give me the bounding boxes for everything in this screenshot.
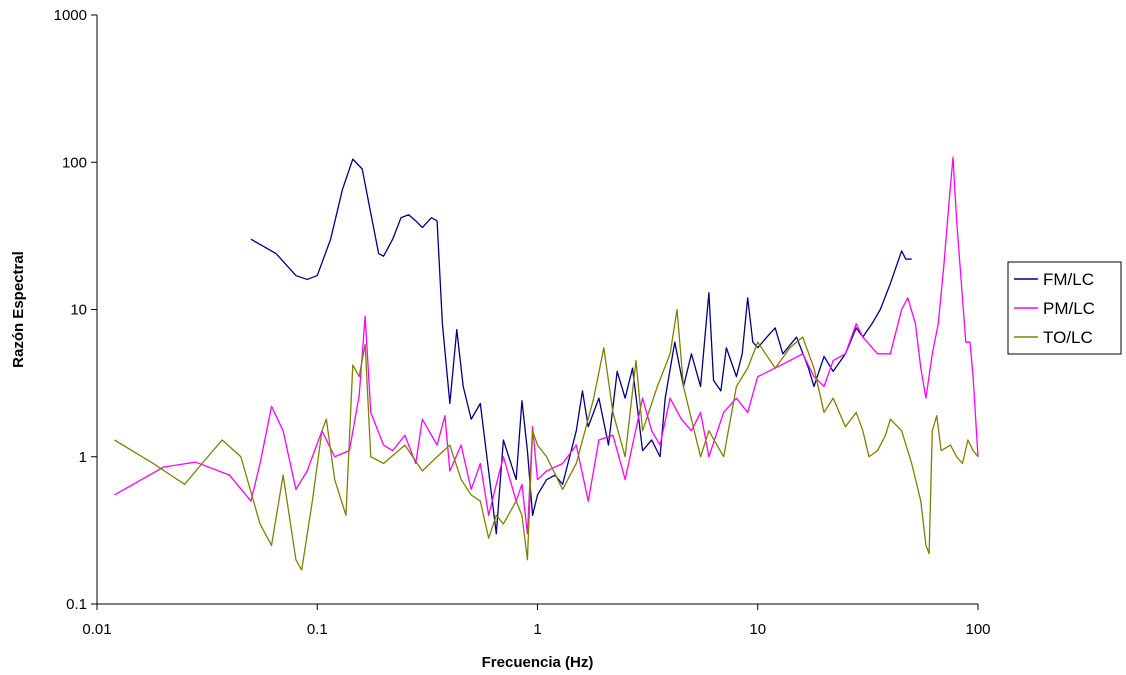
y-tick-label: 10 [70,302,87,319]
y-tick-label: 1000 [54,7,87,24]
x-tick-label: 0.1 [307,621,328,638]
y-axis-title: Razón Espectral [10,251,27,368]
x-tick-label: 1 [533,621,541,638]
plot-area: 0.1 1 10 100 1000 0.01 0.1 1 10 100 [54,7,991,638]
x-axis-title: Frecuencia (Hz) [482,654,594,671]
series-line-to-lc [114,308,979,571]
legend-label-to-lc: TO/LC [1043,328,1093,347]
y-tick-label: 0.1 [66,596,87,613]
series-line-fm-lc [250,158,912,535]
legend-label-fm-lc: FM/LC [1043,270,1094,289]
legend-items: FM/LC PM/LC TO/LC [1014,270,1095,347]
series-line-pm-lc [114,156,979,535]
x-tick-label: 100 [965,621,990,638]
legend-label-pm-lc: PM/LC [1043,299,1095,318]
x-axis-ticks: 0.01 0.1 1 10 100 [82,604,991,638]
series-layer [114,156,979,571]
x-tick-label: 0.01 [82,621,111,638]
y-tick-label: 1 [79,449,87,466]
y-axis-ticks: 0.1 1 10 100 1000 [54,7,97,613]
legend: FM/LC PM/LC TO/LC [1007,261,1122,355]
x-tick-label: 10 [749,621,766,638]
y-tick-label: 100 [62,154,87,171]
